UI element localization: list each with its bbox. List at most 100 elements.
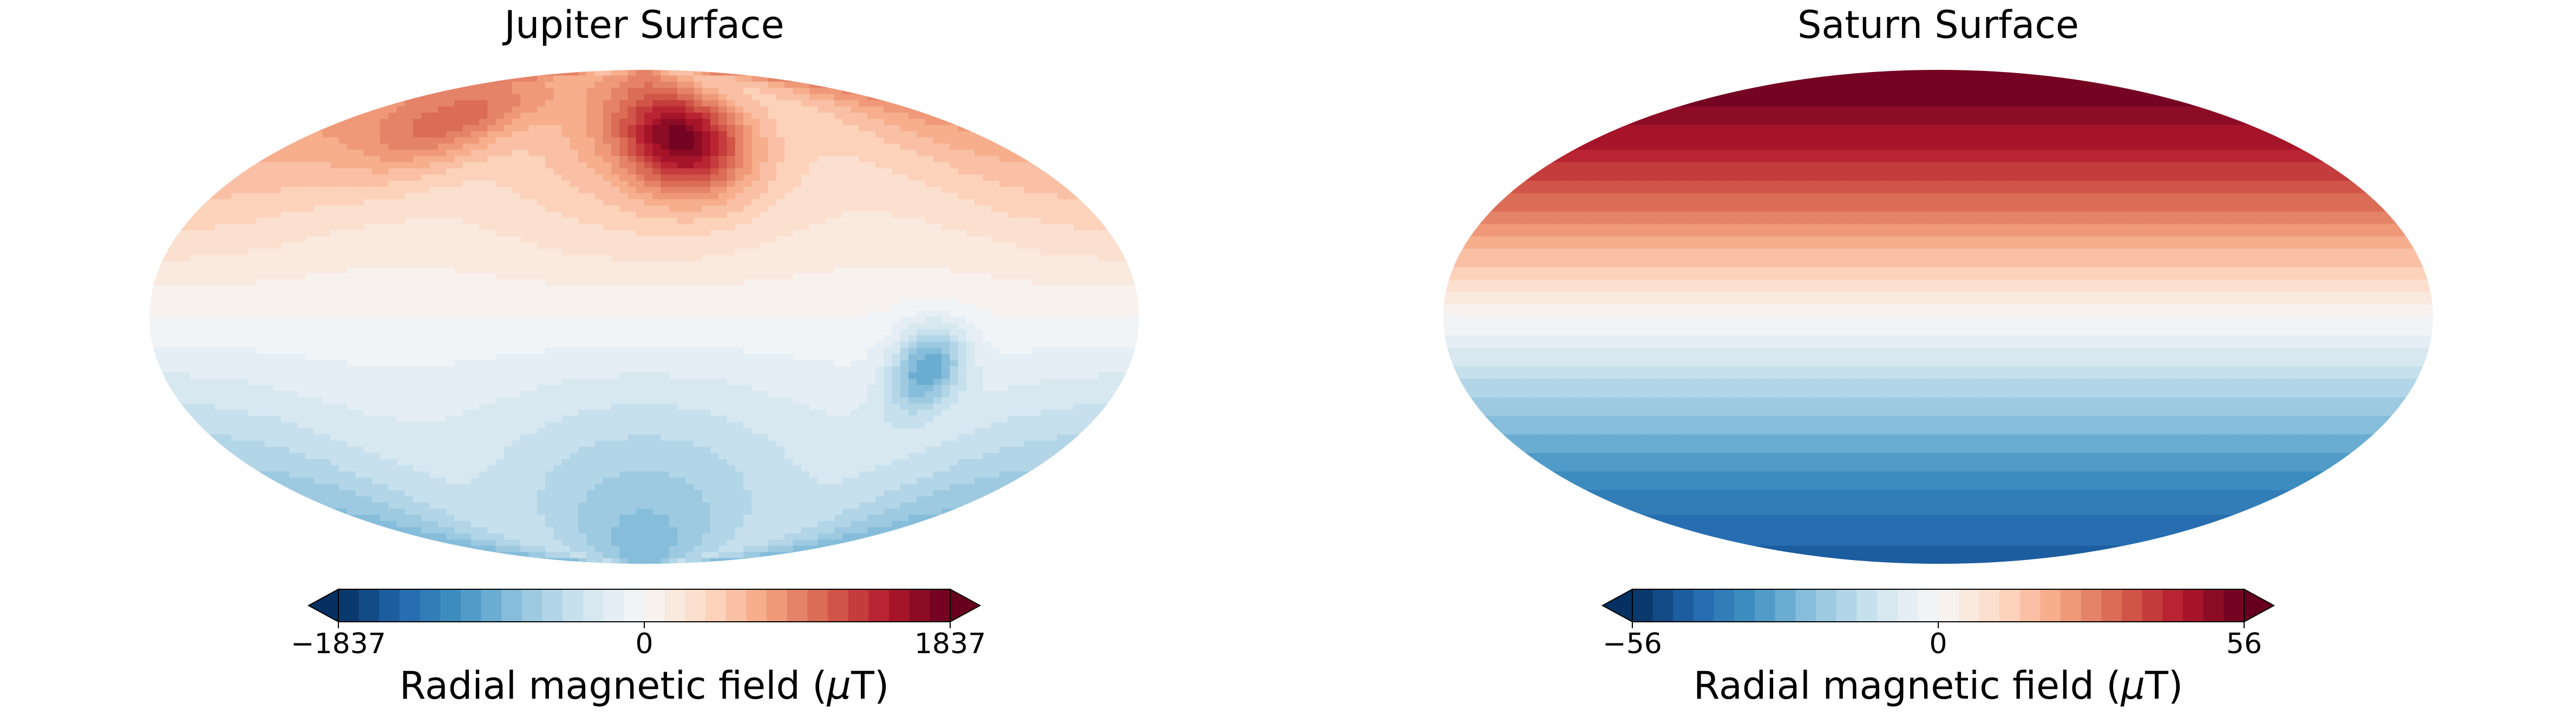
field-cell bbox=[396, 113, 406, 120]
field-cell bbox=[1082, 298, 1091, 305]
field-cell bbox=[735, 69, 744, 76]
field-cell bbox=[900, 205, 909, 212]
field-cell bbox=[594, 88, 604, 95]
field-cell bbox=[702, 211, 711, 218]
field-cell bbox=[727, 298, 736, 305]
field-cell bbox=[537, 193, 546, 200]
field-cell bbox=[1131, 317, 1140, 324]
field-cell bbox=[182, 310, 191, 317]
field-cell bbox=[264, 323, 273, 330]
field-cell bbox=[834, 317, 843, 324]
field-cell bbox=[470, 242, 480, 250]
field-cell bbox=[1057, 292, 1066, 299]
field-cell bbox=[256, 236, 265, 243]
field-cell bbox=[1131, 199, 1140, 206]
field-cell bbox=[454, 149, 463, 157]
field-cell bbox=[925, 292, 934, 299]
field-cell bbox=[958, 187, 967, 194]
field-cell bbox=[925, 106, 934, 113]
field-cell bbox=[454, 137, 463, 144]
field-cell bbox=[809, 113, 819, 120]
field-cell bbox=[1090, 69, 1099, 76]
field-cell bbox=[975, 75, 984, 82]
field-cell bbox=[834, 174, 843, 181]
field-cell bbox=[429, 75, 439, 82]
field-cell bbox=[933, 81, 942, 88]
field-cell bbox=[553, 310, 563, 317]
field-cell bbox=[925, 211, 934, 218]
field-cell bbox=[892, 298, 901, 305]
field-cell bbox=[347, 298, 356, 305]
field-cell bbox=[182, 69, 191, 76]
field-cell bbox=[173, 304, 182, 311]
field-cell bbox=[347, 292, 356, 299]
field-cell bbox=[380, 323, 389, 330]
field-cell bbox=[760, 94, 769, 101]
field-cell bbox=[900, 162, 909, 169]
field-cell bbox=[363, 255, 372, 262]
field-cell bbox=[239, 274, 249, 281]
field-cell bbox=[446, 81, 455, 88]
field-cell bbox=[694, 218, 703, 225]
field-cell bbox=[619, 193, 629, 200]
field-cell bbox=[388, 137, 397, 144]
field-cell bbox=[776, 298, 786, 305]
field-cell bbox=[900, 88, 909, 95]
field-cell bbox=[165, 180, 174, 187]
field-cell bbox=[859, 149, 868, 157]
field-cell bbox=[528, 292, 538, 299]
field-cell bbox=[198, 224, 207, 231]
field-cell bbox=[1131, 193, 1140, 200]
field-cell bbox=[173, 156, 182, 163]
field-cell bbox=[429, 113, 439, 120]
field-cell bbox=[223, 100, 232, 107]
field-cell bbox=[248, 144, 257, 151]
field-cell bbox=[586, 100, 596, 107]
field-cell bbox=[215, 310, 224, 317]
field-cell bbox=[198, 292, 207, 299]
field-cell bbox=[991, 255, 1000, 262]
field-cell bbox=[842, 211, 852, 218]
field-cell bbox=[1057, 224, 1066, 231]
field-cell bbox=[289, 249, 298, 256]
field-cell bbox=[239, 149, 249, 157]
field-cell bbox=[561, 75, 571, 82]
field-cell bbox=[1090, 304, 1099, 311]
field-cell bbox=[859, 119, 868, 126]
field-cell bbox=[289, 298, 298, 305]
field-cell bbox=[380, 317, 389, 324]
field-cell bbox=[884, 298, 893, 305]
field-cell bbox=[603, 199, 612, 206]
field-cell bbox=[396, 180, 406, 187]
field-cell bbox=[446, 224, 455, 231]
field-cell bbox=[983, 274, 992, 281]
field-cell bbox=[975, 100, 984, 107]
field-cell bbox=[991, 199, 1000, 206]
field-cell bbox=[446, 187, 455, 194]
field-cell bbox=[958, 211, 967, 218]
field-cell bbox=[182, 298, 191, 305]
field-cell bbox=[578, 242, 587, 250]
field-cell bbox=[305, 323, 315, 330]
field-cell bbox=[784, 255, 794, 262]
field-cell bbox=[851, 267, 860, 274]
field-cell bbox=[760, 106, 769, 113]
field-cell bbox=[1057, 119, 1066, 126]
field-cell bbox=[190, 267, 199, 274]
field-cell bbox=[727, 75, 736, 82]
field-cell bbox=[793, 174, 802, 181]
field-cell bbox=[495, 323, 505, 330]
field-cell bbox=[256, 168, 265, 175]
field-cell bbox=[578, 144, 587, 151]
field-cell bbox=[627, 106, 637, 113]
field-cell bbox=[223, 211, 232, 218]
field-cell bbox=[1024, 310, 1033, 317]
field-cell bbox=[743, 323, 753, 330]
field-cell bbox=[1065, 298, 1074, 305]
field-cell bbox=[578, 193, 587, 200]
field-cell bbox=[851, 224, 860, 231]
field-cell bbox=[842, 224, 852, 231]
field-cell bbox=[380, 298, 389, 305]
field-cell bbox=[256, 317, 265, 324]
field-cell bbox=[495, 255, 505, 262]
